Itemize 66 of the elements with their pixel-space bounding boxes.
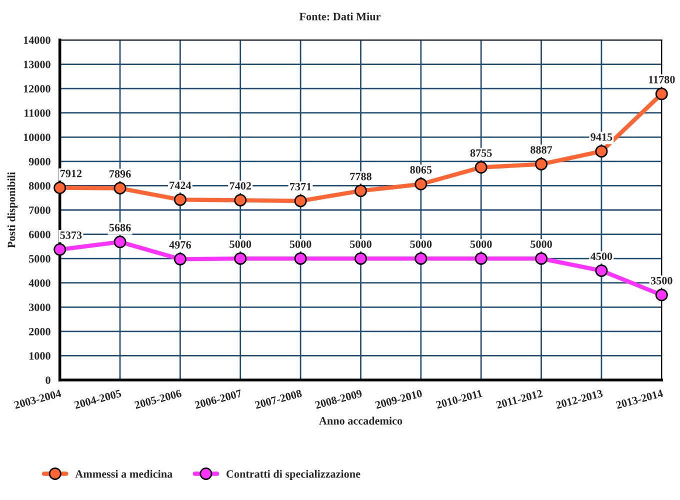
data-label: 5000 <box>410 240 432 248</box>
x-axis-title: Anno accademico <box>319 416 402 425</box>
point <box>354 252 367 265</box>
y-tick-label: 12000 <box>24 85 50 93</box>
y-tick-label: 3000 <box>29 304 50 312</box>
data-label: 8887 <box>530 146 552 154</box>
data-label: 7424 <box>170 182 192 190</box>
data-label: 4976 <box>169 241 191 249</box>
data-label: 3500 <box>650 276 672 284</box>
y-tick-label: 7000 <box>29 206 50 214</box>
data-label: 11780 <box>648 76 675 84</box>
point <box>174 252 186 266</box>
point <box>174 193 186 206</box>
point <box>354 184 367 198</box>
point <box>474 161 488 174</box>
data-label: 5000 <box>530 240 552 248</box>
y-tick-label: 4000 <box>28 279 50 287</box>
point <box>294 252 307 265</box>
data-label: 4500 <box>590 252 612 260</box>
y-tick-label: 8000 <box>28 182 50 190</box>
point <box>114 182 126 194</box>
point <box>535 158 548 170</box>
y-tick-label: 1000 <box>29 352 50 360</box>
data-label: 5686 <box>109 224 131 232</box>
y-tick-label: 5000 <box>29 255 50 263</box>
point <box>414 178 428 190</box>
data-label: 8755 <box>470 149 492 157</box>
y-tick-label: 14000 <box>24 36 50 44</box>
data-label: 5000 <box>470 240 492 248</box>
data-label: 7912 <box>60 170 82 178</box>
data-label: 9415 <box>590 133 612 141</box>
point <box>54 243 66 256</box>
point <box>595 145 608 158</box>
y-tick-label: 13000 <box>24 60 50 68</box>
data-label: 5373 <box>60 231 82 239</box>
y-tick-label: 9000 <box>28 158 50 166</box>
y-tick-label: 6000 <box>28 230 50 238</box>
legend-label: Ammessi a medicina <box>75 470 172 478</box>
point <box>595 264 608 277</box>
y-axis-title: Posti disponibili <box>7 172 18 248</box>
data-label: 5000 <box>350 240 372 248</box>
chart-title: Fonte: Dati Miur <box>299 12 380 20</box>
data-label: 7896 <box>110 170 131 178</box>
legend-label: Contratti di specializzazione <box>226 470 360 480</box>
y-tick-label: 10000 <box>24 134 50 142</box>
data-label: 5000 <box>230 240 252 248</box>
data-label: 7402 <box>230 182 252 190</box>
point <box>535 252 548 265</box>
y-tick-label: 0 <box>46 376 50 384</box>
data-label: 7788 <box>350 172 372 180</box>
point <box>114 236 126 248</box>
point <box>234 194 247 206</box>
point <box>655 88 668 100</box>
data-label: 5000 <box>290 240 312 248</box>
data-label: 7371 <box>290 182 312 190</box>
x-tick-label: 2010-2011 <box>436 389 483 409</box>
point <box>655 288 668 302</box>
point <box>414 252 428 265</box>
y-tick-label: 11000 <box>24 109 50 117</box>
point <box>294 194 307 208</box>
point <box>54 182 66 194</box>
point <box>234 252 247 265</box>
point <box>474 252 488 265</box>
data-label: 8065 <box>410 166 432 174</box>
x-tick-label: 2011-2012 <box>496 389 543 409</box>
y-tick-label: 2000 <box>29 328 50 336</box>
